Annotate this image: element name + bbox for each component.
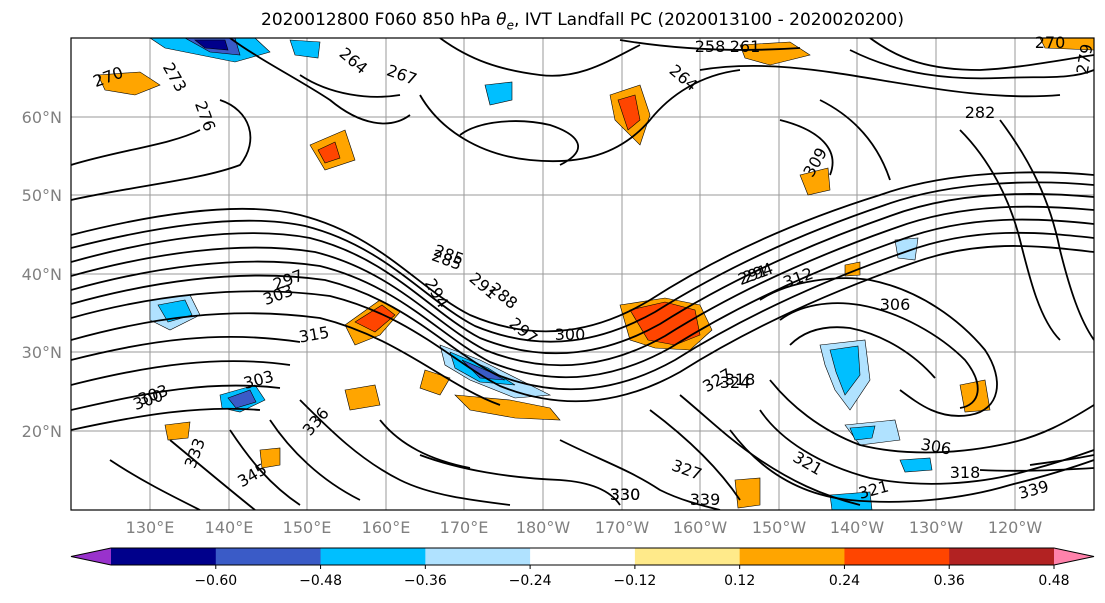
colorbar-segment <box>634 548 741 565</box>
longitude-labels: 130°E 140°E 150°E 160°E 170°E 180°W 170°… <box>126 518 1043 537</box>
lon-label-160w: 160°W <box>673 518 728 537</box>
lon-label-170w: 170°W <box>595 518 650 537</box>
title-main: 2020012800 F060 850 hPa <box>261 10 497 30</box>
contour-label: 318 <box>725 370 756 389</box>
contour-label: 261 <box>730 37 761 56</box>
colorbar-tick-label: −0.36 <box>404 573 447 589</box>
lon-label-130e: 130°E <box>126 518 175 537</box>
contour-label: 330 <box>610 485 641 504</box>
colorbar-tick-label: 0.24 <box>829 573 860 589</box>
contour-label: 330 <box>610 485 641 504</box>
colorbar-tick-label: 0.12 <box>724 573 755 589</box>
contour-label: 306 <box>880 295 911 314</box>
lon-label-180w: 180°W <box>516 518 571 537</box>
contour-label: 300 <box>555 325 586 344</box>
lat-label-60: 60°N <box>22 108 62 127</box>
contour-label: 282 <box>965 103 996 122</box>
contour-label: 258 <box>695 37 726 56</box>
lon-label-150w: 150°W <box>752 518 807 537</box>
lat-label-50: 50°N <box>22 186 62 205</box>
lon-label-130w: 130°W <box>909 518 964 537</box>
colorbar-segment <box>320 548 426 565</box>
lon-label-140e: 140°E <box>205 518 254 537</box>
theta-e-contours <box>71 38 1094 510</box>
title-rest: , IVT Landfall PC (2020013100 - 20200202… <box>513 10 904 30</box>
lon-label-160e: 160°E <box>362 518 411 537</box>
colorbar-segment <box>111 548 217 565</box>
colorbar-outline <box>70 547 1095 566</box>
map-content <box>71 38 1094 510</box>
colorbar-segment <box>530 548 636 565</box>
map-frame <box>70 37 1095 511</box>
latitude-labels: 60°N 50°N 40°N 30°N 20°N <box>22 108 62 441</box>
lon-label-120w: 120°W <box>988 518 1043 537</box>
contour-label: 270 <box>1035 33 1066 52</box>
lat-label-20: 20°N <box>22 422 62 441</box>
shaded-anomalies <box>97 38 1094 510</box>
title-subscript: e <box>506 18 514 33</box>
colorbar: −0.60 −0.48 −0.36 −0.24 −0.12 0.12 0.24 0.36 0.4… <box>70 547 1095 589</box>
figure-title: 2020012800 F060 850 hPa θe, IVT Landfall… <box>0 0 1105 36</box>
colorbar-tick-label: 0.48 <box>1038 573 1069 589</box>
colorbar-segment <box>739 548 845 565</box>
colorbar-segment <box>215 548 322 565</box>
title-theta: θ <box>496 10 507 30</box>
lon-label-150e: 150°E <box>283 518 332 537</box>
colorbar-extend-min <box>71 548 111 565</box>
colorbar-segment <box>844 548 950 565</box>
colorbar-tick-label: −0.12 <box>613 573 656 589</box>
colorbar-segment <box>949 548 1055 565</box>
lon-label-140w: 140°W <box>830 518 885 537</box>
contour-label: 324 <box>720 373 751 392</box>
lat-label-30: 30°N <box>22 343 62 362</box>
colorbar-tick-label: 0.36 <box>934 573 965 589</box>
colorbar-tick-label: −0.24 <box>509 573 552 589</box>
contour-label: 339 <box>690 490 721 509</box>
colorbar-tick-label: −0.48 <box>299 573 342 589</box>
contour-label: 318 <box>950 463 981 482</box>
colorbar-segment <box>425 548 531 565</box>
lon-label-170e: 170°E <box>440 518 489 537</box>
lat-label-40: 40°N <box>22 265 62 284</box>
colorbar-extend-max <box>1054 548 1094 565</box>
colorbar-tick-label: −0.60 <box>194 573 237 589</box>
